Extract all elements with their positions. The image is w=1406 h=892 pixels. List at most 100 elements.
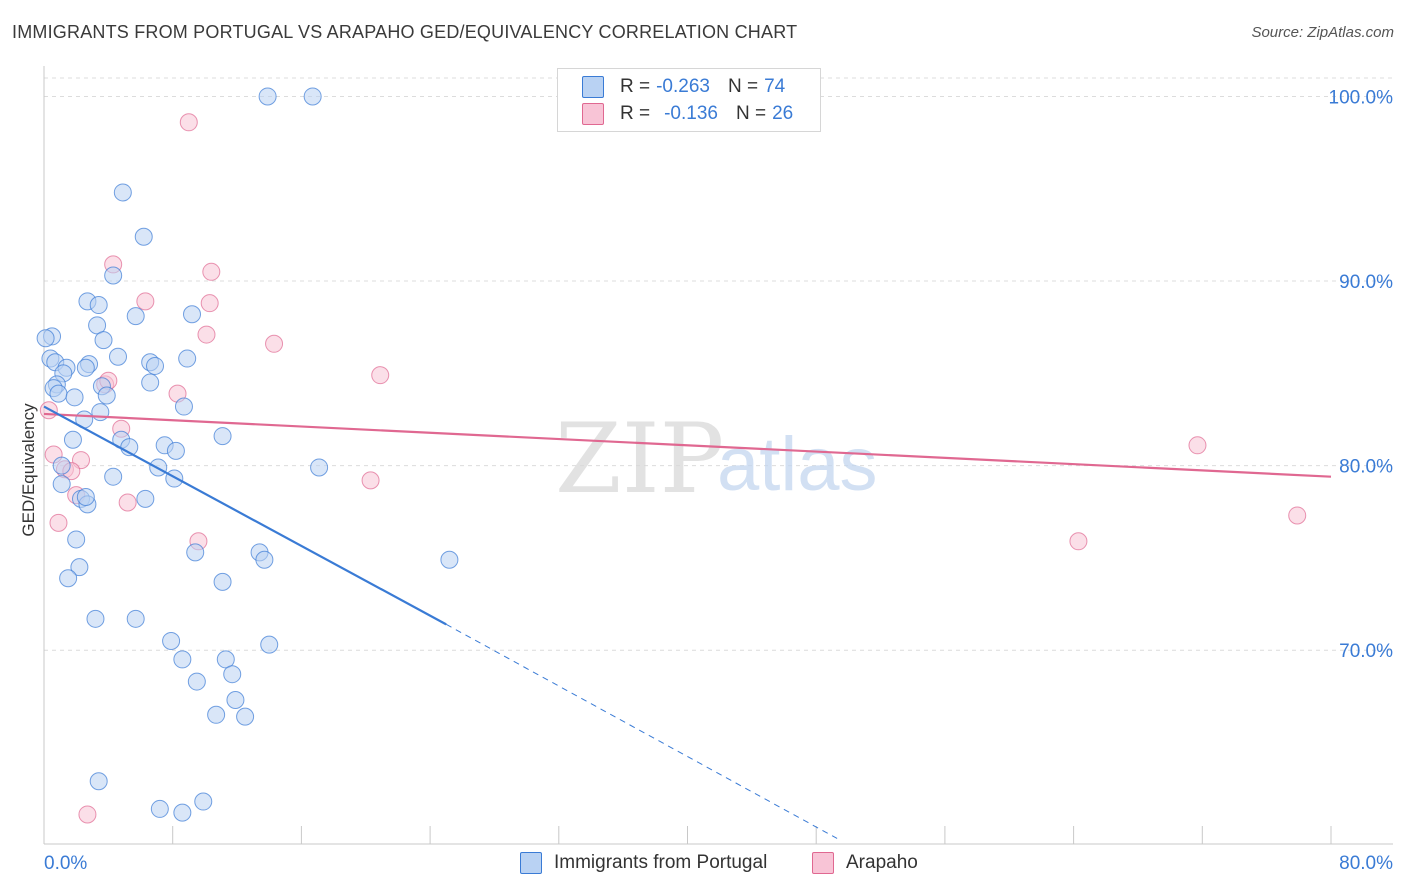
point-arapaho [118, 493, 137, 512]
bottom-legend-arapaho: Arapaho [812, 852, 918, 874]
legend-n-label: N = [727, 76, 759, 97]
point-portugal [174, 397, 193, 416]
watermark: ZIP atlas [555, 403, 878, 515]
bottom-legend-label-portugal: Immigrants from Portugal [554, 852, 768, 873]
point-portugal [136, 489, 155, 508]
point-portugal [63, 430, 82, 449]
point-arapaho [78, 805, 97, 824]
point-portugal [165, 469, 184, 488]
point-portugal [104, 266, 123, 285]
point-arapaho [200, 294, 219, 313]
point-portugal [236, 707, 255, 726]
x-tick-label-1: 80.0% [1339, 853, 1393, 874]
point-arapaho [1288, 506, 1307, 525]
point-portugal [134, 227, 153, 246]
point-arapaho [1069, 532, 1088, 551]
point-portugal [260, 635, 279, 654]
point-arapaho [1188, 436, 1207, 455]
point-portugal [310, 458, 329, 477]
y-tick-label: 90.0% [1339, 272, 1393, 293]
point-arapaho [197, 325, 216, 344]
point-arapaho [371, 366, 390, 385]
legend-r-label: R = [620, 103, 651, 124]
point-portugal [36, 329, 55, 348]
y-tick-label: 80.0% [1339, 457, 1393, 478]
point-portugal [109, 347, 128, 366]
correlation-legend: R = -0.263 N = 74 R = -0.136 N = 26 [557, 68, 821, 132]
legend-r-value: -0.136 [664, 103, 718, 124]
legend-r-label: R = [620, 76, 651, 97]
point-arapaho [179, 113, 198, 132]
y-axis-label: GED/Equivalency [19, 403, 38, 537]
point-portugal [194, 792, 213, 811]
point-portugal [126, 609, 145, 628]
point-arapaho [136, 292, 155, 311]
point-portugal [52, 475, 71, 494]
point-portugal [213, 427, 232, 446]
gridlines [44, 77, 1393, 651]
source-label: Source: ZipAtlas.com [1251, 24, 1394, 41]
chart-title: IMMIGRANTS FROM PORTUGAL VS ARAPAHO GED/… [12, 22, 798, 42]
trend-line-arapaho [43, 412, 1332, 478]
point-portugal [70, 558, 89, 577]
legend-n-label: N = [735, 103, 767, 124]
axis-labels: GED/Equivalency 0.0% 80.0% 70.0% 80.0% 90.… [19, 87, 1393, 874]
point-portugal [97, 386, 116, 405]
legend-n-value: 26 [772, 103, 794, 124]
point-portugal [67, 530, 86, 549]
point-portugal [213, 572, 232, 591]
legend-row-portugal: R = -0.263 N = 74 [582, 75, 785, 99]
point-portugal [207, 705, 226, 724]
point-portugal [303, 87, 322, 106]
point-portugal [186, 543, 205, 562]
y-tick-label: 70.0% [1339, 641, 1393, 662]
point-portugal [52, 456, 71, 475]
point-portugal [226, 691, 245, 710]
point-portugal [173, 650, 192, 669]
trend-line-portugal [43, 405, 447, 626]
bottom-legend-portugal: Immigrants from Portugal [520, 852, 767, 874]
point-portugal [49, 384, 68, 403]
point-arapaho [49, 513, 68, 532]
bottom-legend-swatch-arapaho [812, 852, 834, 874]
point-arapaho [265, 334, 284, 353]
watermark-atlas: atlas [717, 422, 878, 507]
y-tick-label: 100.0% [1329, 87, 1394, 108]
data-points [36, 87, 1307, 824]
point-portugal [440, 550, 459, 569]
point-portugal [258, 87, 277, 106]
point-portugal [104, 467, 123, 486]
point-portugal [187, 672, 206, 691]
point-portugal [76, 487, 95, 506]
x-tick-label-0: 0.0% [44, 853, 87, 874]
point-portugal [113, 183, 132, 202]
legend-swatch-arapaho [582, 103, 604, 125]
point-arapaho [361, 471, 380, 490]
point-portugal [166, 441, 185, 460]
point-portugal [141, 373, 160, 392]
point-portugal [126, 307, 145, 326]
point-portugal [255, 550, 274, 569]
bottom-legend-swatch-portugal [520, 852, 542, 874]
point-portugal [94, 331, 113, 350]
point-portugal [146, 356, 165, 375]
point-portugal [162, 631, 181, 650]
point-arapaho [202, 262, 221, 281]
legend-swatch-portugal [582, 76, 604, 98]
point-portugal [183, 305, 202, 324]
legend-row-arapaho: R = -0.136 N = 26 [582, 102, 793, 126]
point-portugal [89, 296, 108, 315]
watermark-zip: ZIP [555, 403, 724, 515]
legend-n-value: 74 [764, 76, 786, 97]
point-portugal [150, 799, 169, 818]
point-portugal [59, 569, 78, 588]
point-portugal [86, 609, 105, 628]
trend-line-portugal-extension [445, 623, 838, 839]
point-portugal [178, 349, 197, 368]
trend-lines [43, 405, 1332, 839]
bottom-legend-label-arapaho: Arapaho [846, 852, 918, 873]
point-portugal [76, 358, 95, 377]
point-portugal [223, 665, 242, 684]
legend-r-value: -0.263 [656, 76, 710, 97]
